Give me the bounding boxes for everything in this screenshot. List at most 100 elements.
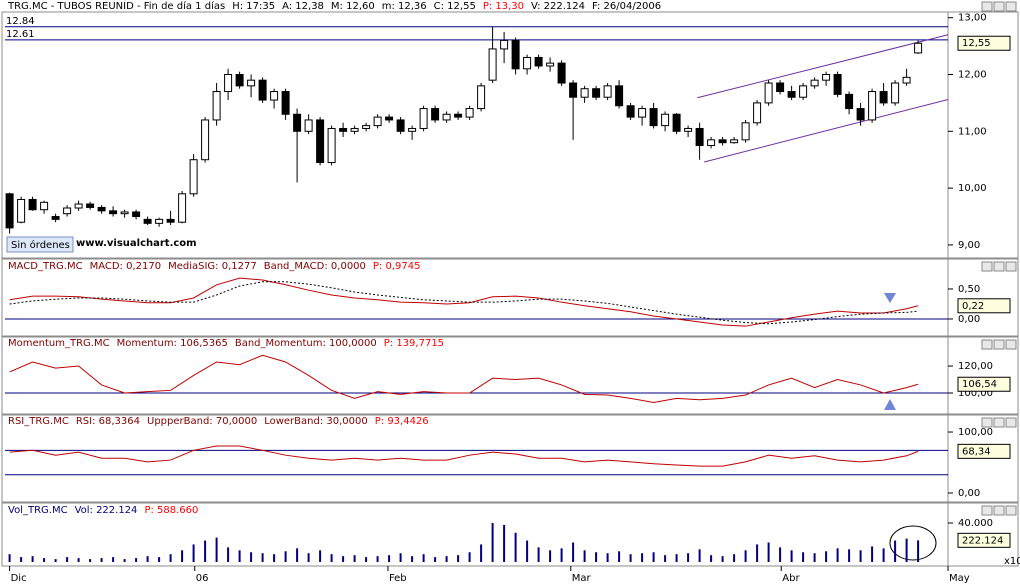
candle-body (293, 113, 302, 132)
watermark: www.visualchart.com (76, 238, 197, 249)
panel-info: UppperBand: 70,0000 (147, 416, 257, 427)
y-tick-label: 120,00 (958, 361, 993, 372)
candle-body (488, 48, 497, 81)
volume-bar (848, 549, 851, 562)
candle-body (856, 108, 865, 121)
volume-bar (215, 537, 218, 562)
trendline (704, 99, 949, 163)
panel-header: Vol_TRG.MC Vol: 222.124 P: 588.660 (8, 505, 198, 516)
volume-bar (871, 546, 874, 562)
volume-bar (514, 532, 517, 562)
button[interactable] (1005, 339, 1017, 350)
volume-bar (825, 551, 828, 562)
panel-info: m: 12,36 (382, 1, 427, 12)
button[interactable] (1005, 505, 1017, 516)
volume-bar (411, 556, 414, 562)
candle-body (201, 119, 210, 161)
button[interactable] (981, 417, 993, 428)
arrow-up (884, 399, 896, 410)
level-label: 12.84 (6, 16, 35, 27)
panel-info: H: 17:35 (232, 1, 275, 12)
button[interactable] (993, 417, 1005, 428)
volume-bar (894, 540, 897, 562)
panel-info: Vol: 222.124 (75, 505, 138, 516)
button[interactable] (993, 339, 1005, 350)
candle-body (684, 127, 693, 132)
volume-bar (330, 554, 333, 562)
button[interactable] (1005, 261, 1017, 272)
candle-body (63, 207, 72, 215)
y-tick-label: 9,00 (958, 240, 980, 251)
y-tick-label: 100,00 (958, 427, 993, 438)
volume-bar (158, 557, 161, 562)
volume-bar (733, 554, 736, 562)
candle-body (799, 85, 808, 98)
button-label: Sin órdenes (11, 239, 70, 251)
panel-title: RSI_TRG.MC (8, 416, 69, 427)
panel-title: Vol_TRG.MC (8, 505, 68, 516)
candle-body (603, 85, 612, 98)
indicator-line (9, 445, 919, 467)
candle-body (51, 216, 60, 220)
button[interactable] (993, 1, 1005, 12)
volume-bar (549, 550, 552, 562)
panel-info: P: 93,4426 (375, 416, 429, 427)
button[interactable] (981, 505, 993, 516)
x-tick-label: May (949, 573, 970, 584)
panel-info: M: 12,60 (331, 1, 375, 12)
candle-body (442, 113, 451, 121)
button[interactable] (993, 261, 1005, 272)
arrow-down (884, 293, 896, 303)
x-tick-label: Mar (572, 573, 592, 584)
button[interactable] (1005, 1, 1017, 12)
button[interactable] (981, 1, 993, 12)
candle-body (810, 79, 819, 87)
button[interactable] (993, 505, 1005, 516)
y-tick-label: 13,00 (958, 13, 987, 24)
volume-bar (721, 556, 724, 562)
candle-body (661, 113, 670, 127)
volume-bar (54, 559, 57, 562)
volume-bar (284, 551, 287, 562)
candle-body (833, 73, 842, 95)
button-bg[interactable] (6, 236, 74, 253)
volume-bar (89, 559, 92, 562)
volume-bar (43, 558, 46, 562)
candle-body (143, 218, 152, 224)
volume-bar (296, 548, 299, 562)
volume-bar (744, 550, 747, 562)
candle-body (764, 82, 773, 104)
volume-bar (123, 559, 126, 562)
volume-bar (687, 553, 690, 562)
panel-header: Momentum_TRG.MC Momentum: 106,5365 Band_Mo… (8, 338, 444, 349)
candle-body (695, 127, 704, 147)
candle-body (914, 42, 923, 54)
candle-body (419, 108, 428, 129)
volume-bar (100, 558, 103, 562)
candle-body (592, 88, 601, 98)
candle-body (189, 159, 198, 195)
indicator-line (9, 281, 919, 325)
volume-bar (8, 554, 11, 562)
candle-body (718, 139, 727, 144)
candle-body (730, 139, 739, 144)
candle-body (500, 39, 509, 50)
volume-bar (698, 549, 701, 562)
volume-bar (146, 556, 149, 562)
candle-body (454, 113, 463, 118)
candle-body (523, 56, 532, 70)
candle-body (86, 203, 95, 208)
button[interactable] (981, 339, 993, 350)
candle-body (5, 193, 14, 229)
volume-bar (238, 550, 241, 562)
button[interactable] (1005, 417, 1017, 428)
indicator-line (9, 354, 919, 403)
panel-title: Momentum_TRG.MC (8, 338, 110, 349)
panel-info: C: 12,55 (434, 1, 476, 12)
volume-bar (468, 552, 471, 562)
volume-bar (767, 542, 770, 562)
candle-body (707, 139, 716, 147)
candle-body (868, 91, 877, 121)
button[interactable] (981, 261, 993, 272)
candle-body (569, 82, 578, 98)
